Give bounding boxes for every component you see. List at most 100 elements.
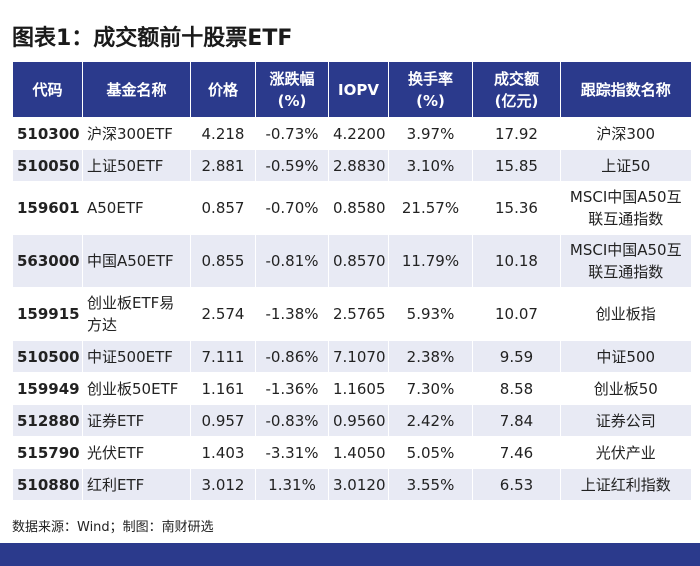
cell: 8.58 xyxy=(472,372,561,405)
cell: 9.59 xyxy=(472,340,561,373)
table-row: 159915 创业板ETF易方达 2.574 -1.38% 2.5765 5.93% 10.… xyxy=(12,287,691,341)
cell: 0.857 xyxy=(190,181,256,235)
cell: 1.161 xyxy=(190,372,256,405)
cell: 光伏产业 xyxy=(560,436,691,469)
title: 图表1：成交额前十股票ETF xyxy=(12,26,293,51)
cell: 0.855 xyxy=(190,234,256,288)
cell: 7.46 xyxy=(472,436,561,469)
column-header: 基金名称 xyxy=(82,62,191,118)
cell: 510500 xyxy=(12,340,83,373)
cell: MSCI中国A50互联互通指数 xyxy=(560,234,691,288)
cell: 3.0120 xyxy=(328,468,389,500)
cell: 5.93% xyxy=(388,287,473,341)
table-row: 510500 中证500ETF 7.111 -0.86% 7.1070 2.38% 9.59… xyxy=(12,340,691,373)
cell: 563000 xyxy=(12,234,83,288)
cell: 证券ETF xyxy=(82,404,191,437)
cell: 3.55% xyxy=(388,468,473,500)
cell: 7.111 xyxy=(190,340,256,373)
cell: -0.81% xyxy=(255,234,329,288)
table-row: 512880 证券ETF 0.957 -0.83% 0.9560 2.42% 7.84 证券公… xyxy=(12,404,691,437)
column-header: 成交额 (亿元) xyxy=(472,62,561,118)
cell: A50ETF xyxy=(82,181,191,235)
cell: -0.59% xyxy=(255,149,329,182)
cell: 515790 xyxy=(12,436,83,469)
table-row: 510880 红利ETF 3.012 1.31% 3.0120 3.55% 6.53 上证红利… xyxy=(12,468,691,500)
cell: 510880 xyxy=(12,468,83,500)
cell: 2.42% xyxy=(388,404,473,437)
cell: 2.881 xyxy=(190,149,256,182)
cell: 5.05% xyxy=(388,436,473,469)
cell: 4.218 xyxy=(190,117,256,150)
cell: MSCI中国A50互联互通指数 xyxy=(560,181,691,235)
cell: 15.36 xyxy=(472,181,561,235)
etf-table: 代码 基金名称 价格 涨跌幅 (%) IOPV 换手率 (%) 成交额 (亿元) 跟踪指数名称… xyxy=(12,62,691,500)
cell: 2.574 xyxy=(190,287,256,341)
cell: 中证500 xyxy=(560,340,691,373)
cell: 沪深300ETF xyxy=(82,117,191,150)
cell: 3.97% xyxy=(388,117,473,150)
cell: 21.57% xyxy=(388,181,473,235)
cell: 2.38% xyxy=(388,340,473,373)
cell: 11.79% xyxy=(388,234,473,288)
cell: 512880 xyxy=(12,404,83,437)
cell: 1.403 xyxy=(190,436,256,469)
cell: -0.70% xyxy=(255,181,329,235)
cell: 10.18 xyxy=(472,234,561,288)
cell: 510300 xyxy=(12,117,83,150)
cell: 1.31% xyxy=(255,468,329,500)
table-row: 159601 A50ETF 0.857 -0.70% 0.8580 21.57% 15.36… xyxy=(12,181,691,235)
cell: 光伏ETF xyxy=(82,436,191,469)
cell: 创业板50 xyxy=(560,372,691,405)
cell: 创业板ETF易方达 xyxy=(82,287,191,341)
table-row: 159949 创业板50ETF 1.161 -1.36% 1.1605 7.30% 8.58… xyxy=(12,372,691,405)
cell: 10.07 xyxy=(472,287,561,341)
cell: 1.4050 xyxy=(328,436,389,469)
cell: 上证50 xyxy=(560,149,691,182)
footer-band xyxy=(0,543,700,566)
header-row: 代码 基金名称 价格 涨跌幅 (%) IOPV 换手率 (%) 成交额 (亿元) 跟踪指数名称 xyxy=(12,62,691,118)
cell: -0.83% xyxy=(255,404,329,437)
source-note: 数据来源：Wind；制图：南财研选 xyxy=(12,520,214,535)
cell: 上证50ETF xyxy=(82,149,191,182)
cell: 159949 xyxy=(12,372,83,405)
cell: 7.30% xyxy=(388,372,473,405)
column-header: 代码 xyxy=(12,62,83,118)
table-body: 510300 沪深300ETF 4.218 -0.73% 4.2200 3.97% 17.9… xyxy=(12,117,691,500)
table-row: 563000 中国A50ETF 0.855 -0.81% 0.8570 11.79% 10.… xyxy=(12,234,691,288)
cell: 4.2200 xyxy=(328,117,389,150)
column-header: 价格 xyxy=(190,62,256,118)
cell: 3.10% xyxy=(388,149,473,182)
cell: 上证红利指数 xyxy=(560,468,691,500)
column-header: 跟踪指数名称 xyxy=(560,62,691,118)
cell: 0.8580 xyxy=(328,181,389,235)
cell: 0.8570 xyxy=(328,234,389,288)
cell: 7.84 xyxy=(472,404,561,437)
table-row: 515790 光伏ETF 1.403 -3.31% 1.4050 5.05% 7.46 光伏产… xyxy=(12,436,691,469)
cell: 创业板指 xyxy=(560,287,691,341)
cell: 7.1070 xyxy=(328,340,389,373)
cell: 证券公司 xyxy=(560,404,691,437)
cell: 3.012 xyxy=(190,468,256,500)
cell: 中证500ETF xyxy=(82,340,191,373)
cell: 510050 xyxy=(12,149,83,182)
cell: -1.38% xyxy=(255,287,329,341)
cell: -0.73% xyxy=(255,117,329,150)
cell: 1.1605 xyxy=(328,372,389,405)
cell: 0.9560 xyxy=(328,404,389,437)
cell: 创业板50ETF xyxy=(82,372,191,405)
column-header: 涨跌幅 (%) xyxy=(255,62,329,118)
cell: -0.86% xyxy=(255,340,329,373)
cell: 159915 xyxy=(12,287,83,341)
column-header: 换手率 (%) xyxy=(388,62,473,118)
cell: 中国A50ETF xyxy=(82,234,191,288)
table-row: 510050 上证50ETF 2.881 -0.59% 2.8830 3.10% 15.85… xyxy=(12,149,691,182)
cell: -3.31% xyxy=(255,436,329,469)
cell: 6.53 xyxy=(472,468,561,500)
cell: 15.85 xyxy=(472,149,561,182)
cell: 159601 xyxy=(12,181,83,235)
cell: 红利ETF xyxy=(82,468,191,500)
cell: 2.8830 xyxy=(328,149,389,182)
column-header: IOPV xyxy=(328,62,389,118)
cell: 0.957 xyxy=(190,404,256,437)
